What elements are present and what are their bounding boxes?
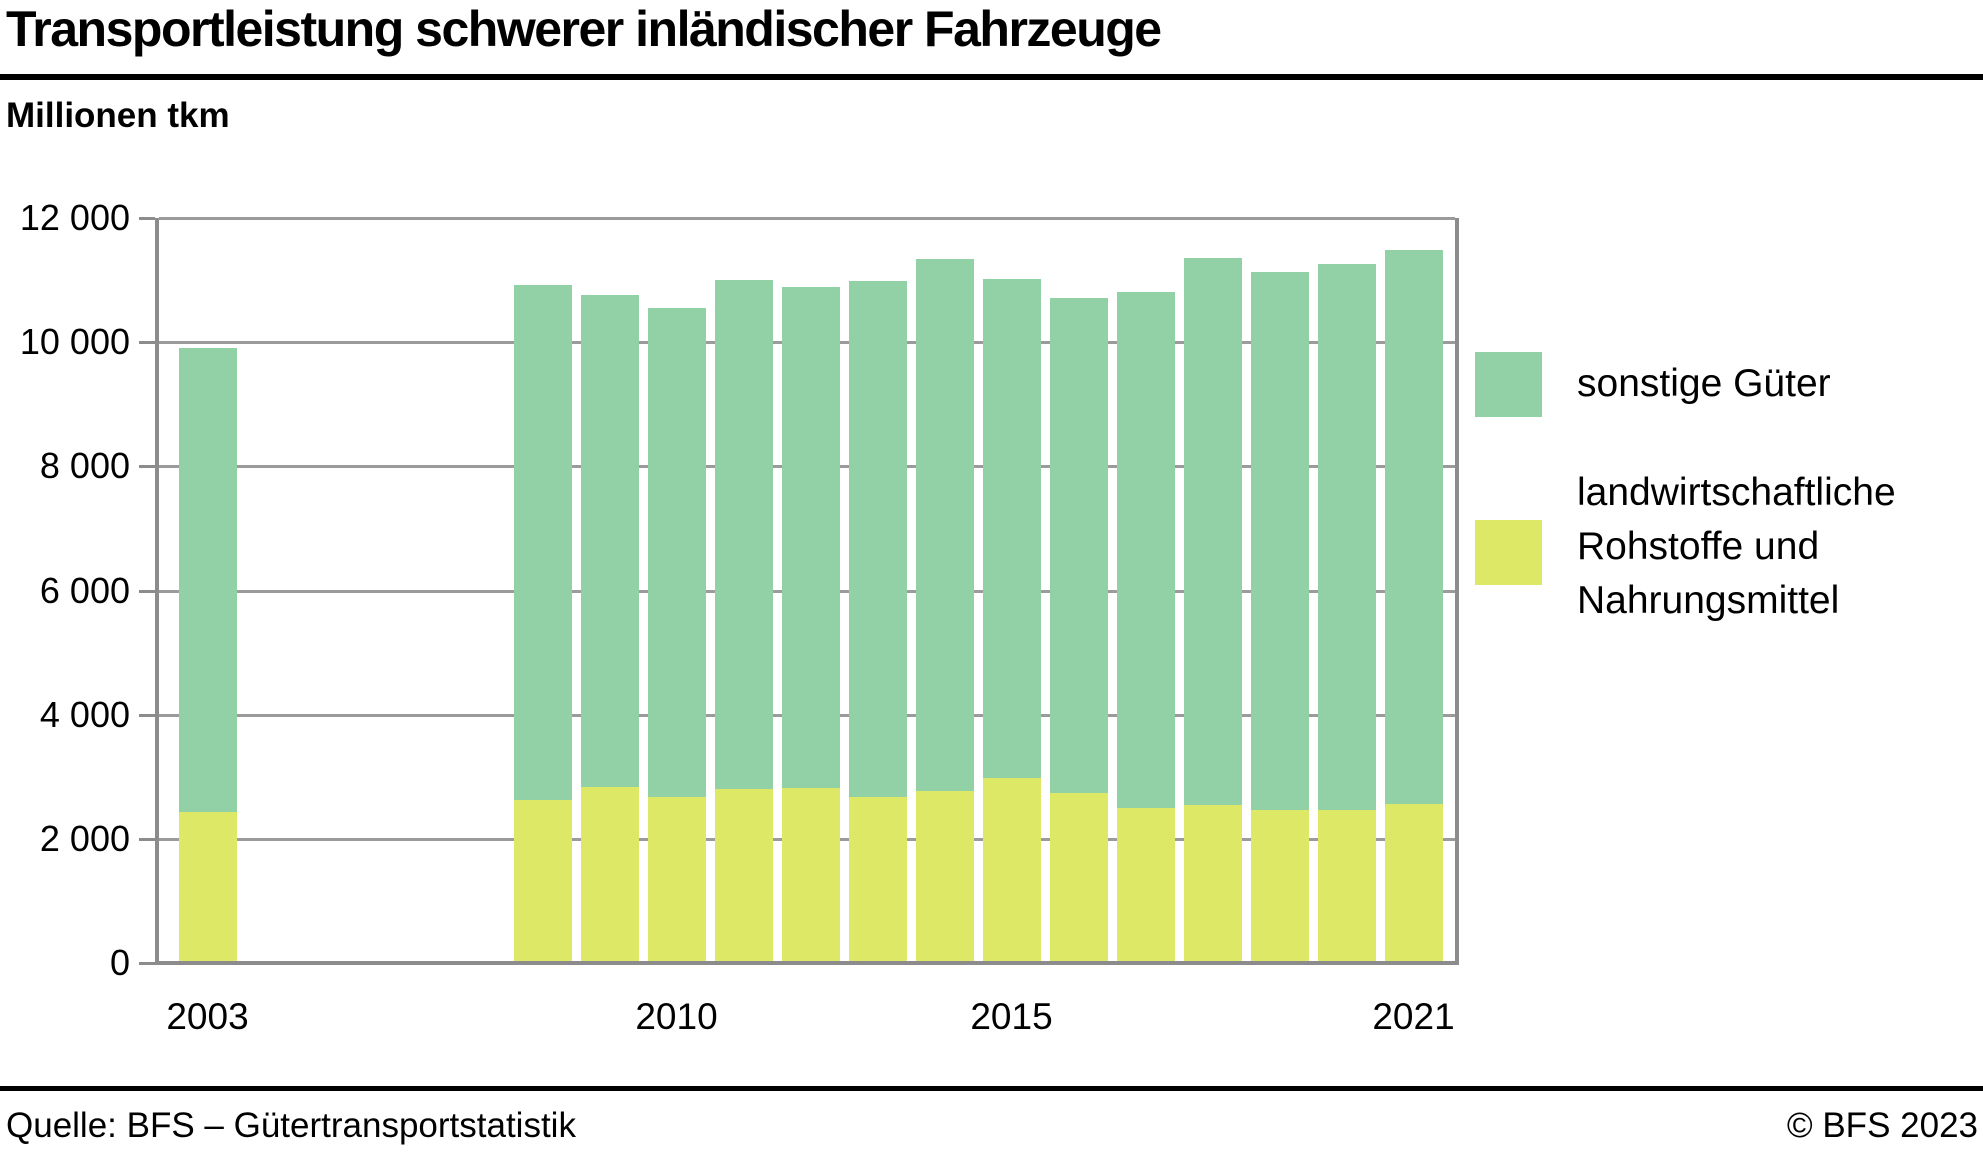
bar-segment-2018-green [1183,258,1242,805]
bar-segment-2009-yellow [580,787,639,961]
bar-segment-2017-green [1116,292,1175,808]
bar-segment-2003-yellow [178,812,237,961]
bar-segment-2008-yellow [513,799,572,961]
y-tick-label: 10 000 [19,321,130,363]
bar-segment-2018-yellow [1183,804,1242,961]
y-tick-label: 4 000 [39,693,130,735]
copyright-note: © BFS 2023 [1786,1106,1978,1145]
y-tick-mark [139,713,155,717]
bar-segment-2010-yellow [647,797,706,961]
y-tick-mark [139,837,155,841]
x-tick-label-2010: 2010 [635,996,718,1037]
legend-label-landwirtschaftliche: landwirtschaftliche Rohstoffe und Nahrun… [1577,471,1896,622]
y-tick-label: 6 000 [39,569,130,611]
legend-swatch-landwirtschaftliche [1475,520,1542,585]
bar-segment-2012-green [781,286,840,788]
bar-segment-2021-yellow [1384,803,1443,961]
bar-segment-2011-green [714,279,773,790]
y-tick-mark [139,217,155,220]
bar-segment-2017-yellow [1116,807,1175,961]
bar-segment-2019-yellow [1250,810,1309,961]
bar-segment-2003-green [178,347,237,812]
footer-separator [0,1086,1983,1091]
plot-area [155,217,1459,965]
bar-segment-2012-yellow [781,787,840,961]
gridline-12000 [159,217,1455,220]
bar-segment-2021-green [1384,249,1443,804]
y-tick-label: 12 000 [19,197,130,238]
y-tick-mark [139,589,155,593]
legend-swatch-sonstige-gueter [1475,352,1542,417]
bar-segment-2016-yellow [1049,793,1108,961]
bar-segment-2013-green [848,281,907,798]
bar-segment-2015-green [982,279,1041,778]
y-tick-label: 0 [109,942,130,983]
y-tick-mark [139,962,155,965]
x-tick-label-2003: 2003 [166,996,249,1037]
bar-segment-2016-green [1049,297,1108,794]
bar-segment-2008-green [513,284,572,800]
bar-segment-2020-yellow [1317,809,1376,961]
bar-segment-2014-yellow [915,790,974,961]
bar-segment-2010-green [647,307,706,798]
y-tick-label: 8 000 [39,445,130,487]
bar-segment-2009-green [580,295,639,788]
legend-label-sonstige-gueter: sonstige Güter [1577,362,1831,405]
bar-segment-2019-green [1250,271,1309,811]
bar-segment-2013-yellow [848,797,907,961]
x-tick-label-2015: 2015 [970,996,1053,1037]
y-tick-label: 2 000 [39,817,130,859]
y-tick-mark [139,465,155,469]
y-axis-unit-label: Millionen tkm [6,96,230,135]
page-title: Transportleistung schwerer inländischer … [6,1,1162,57]
y-tick-mark [139,341,155,345]
x-tick-label-2021: 2021 [1372,996,1455,1037]
bar-segment-2011-yellow [714,789,773,961]
bar-segment-2015-yellow [982,777,1041,961]
title-separator [0,74,1983,80]
source-note: Quelle: BFS – Gütertransportstatistik [6,1106,576,1145]
bar-segment-2014-green [915,259,974,791]
bar-segment-2020-green [1317,263,1376,810]
